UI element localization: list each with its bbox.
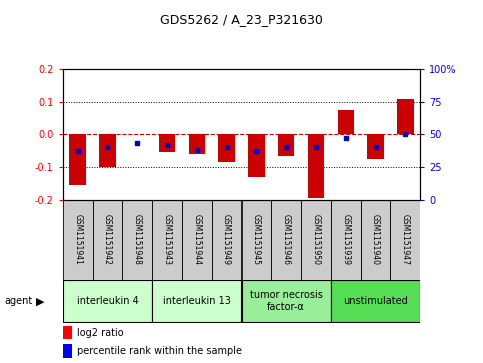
Text: GSM1151949: GSM1151949 xyxy=(222,214,231,265)
Bar xyxy=(397,99,413,134)
Text: GSM1151939: GSM1151939 xyxy=(341,214,350,265)
Text: GSM1151950: GSM1151950 xyxy=(312,214,320,265)
Text: interleukin 4: interleukin 4 xyxy=(77,296,138,306)
Bar xyxy=(93,200,122,280)
Text: log2 ratio: log2 ratio xyxy=(77,327,124,338)
Text: GSM1151940: GSM1151940 xyxy=(371,214,380,265)
Text: GSM1151943: GSM1151943 xyxy=(163,214,171,265)
Bar xyxy=(189,134,205,154)
Bar xyxy=(122,200,152,280)
Bar xyxy=(152,280,242,322)
Bar xyxy=(308,134,324,198)
Text: ▶: ▶ xyxy=(36,296,45,306)
Bar xyxy=(390,200,420,280)
Text: unstimulated: unstimulated xyxy=(343,296,408,306)
Text: percentile rank within the sample: percentile rank within the sample xyxy=(77,346,242,356)
Bar xyxy=(63,344,71,358)
Text: GSM1151944: GSM1151944 xyxy=(192,214,201,265)
Bar xyxy=(212,200,242,280)
Text: GSM1151941: GSM1151941 xyxy=(73,214,82,265)
Bar xyxy=(368,134,384,159)
Text: GSM1151945: GSM1151945 xyxy=(252,214,261,265)
Text: GSM1151947: GSM1151947 xyxy=(401,214,410,265)
Bar xyxy=(242,200,271,280)
Text: GSM1151942: GSM1151942 xyxy=(103,214,112,265)
Bar xyxy=(361,200,390,280)
Bar xyxy=(338,110,354,134)
Bar xyxy=(301,200,331,280)
Bar xyxy=(63,280,152,322)
Bar xyxy=(159,134,175,152)
Bar xyxy=(152,200,182,280)
Text: GSM1151948: GSM1151948 xyxy=(133,214,142,265)
Text: tumor necrosis
factor-α: tumor necrosis factor-α xyxy=(250,290,323,312)
Bar xyxy=(70,134,86,185)
Bar xyxy=(331,200,361,280)
Text: agent: agent xyxy=(5,296,33,306)
Bar xyxy=(218,134,235,162)
Bar xyxy=(99,134,115,167)
Bar xyxy=(63,326,71,339)
Bar xyxy=(278,134,294,155)
Text: interleukin 13: interleukin 13 xyxy=(163,296,231,306)
Bar xyxy=(242,280,331,322)
Bar xyxy=(331,280,420,322)
Bar xyxy=(271,200,301,280)
Bar xyxy=(63,200,93,280)
Bar xyxy=(182,200,212,280)
Text: GSM1151946: GSM1151946 xyxy=(282,214,291,265)
Text: GDS5262 / A_23_P321630: GDS5262 / A_23_P321630 xyxy=(160,13,323,26)
Bar xyxy=(248,134,265,177)
